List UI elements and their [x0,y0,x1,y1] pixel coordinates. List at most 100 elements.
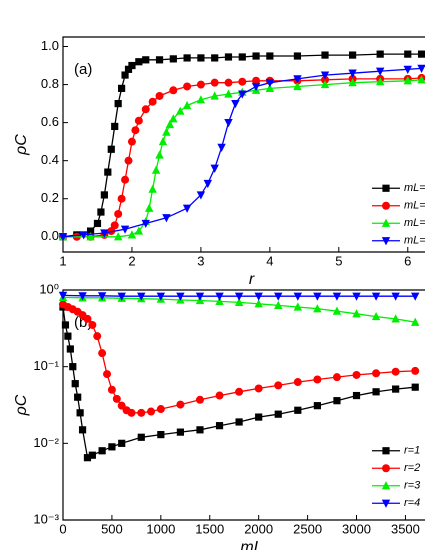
marker [176,400,185,409]
marker [107,145,115,153]
marker [98,447,106,455]
marker [274,300,283,309]
marker [128,61,136,70]
marker [411,292,420,301]
marker [349,51,357,59]
marker [66,345,74,353]
marker [127,230,137,239]
marker [313,402,321,410]
marker [142,56,150,64]
marker [224,53,233,61]
marker [155,91,164,100]
marker [254,384,263,393]
marker [274,381,283,390]
marker [100,191,108,199]
marker [183,54,191,62]
marker [417,75,425,84]
marker [234,297,244,306]
marker [352,391,361,400]
marker [195,292,205,301]
marker [411,366,420,375]
y-tick-label: 10⁻² [33,435,59,450]
marker [148,184,157,193]
marker [215,296,224,306]
marker [165,119,175,129]
marker [254,292,263,301]
x-tick-label: 3000 [342,521,371,536]
legend-label: r=3 [404,480,421,492]
y-axis-label: ρC [13,394,30,416]
marker [252,52,260,60]
marker [121,175,130,184]
marker [162,127,171,136]
marker [83,454,92,462]
marker [224,119,233,128]
marker [381,218,391,227]
marker [127,408,136,417]
marker [348,69,357,78]
marker [134,226,144,235]
marker [137,292,146,301]
marker [135,58,143,66]
marker [117,194,126,203]
marker [321,51,329,59]
marker [224,89,233,98]
marker [382,201,390,210]
y-axis-label: ρC [13,134,30,156]
marker [121,71,129,79]
marker [274,292,283,301]
marker [332,292,342,301]
series-line [63,79,422,238]
marker [141,105,150,114]
marker [224,78,233,87]
plot-frame [62,36,425,253]
x-tick-label: 1 [59,253,66,268]
marker [372,369,381,378]
marker [74,393,82,401]
marker [352,309,361,318]
marker [100,229,109,238]
series-line [63,306,416,459]
marker [76,409,84,417]
legend-label: mL= [404,235,425,247]
x-tick-label: 6 [404,253,411,268]
marker [211,54,219,62]
marker [78,292,87,301]
marker [182,100,192,110]
marker [61,321,70,329]
marker [114,209,123,218]
marker [294,406,302,414]
y-tick-label: 10⁰ [39,281,59,296]
marker [234,292,244,301]
marker [107,385,116,394]
y-tick-label: 1.0 [41,38,59,53]
marker [238,90,247,99]
marker [375,67,385,76]
marker [352,292,361,301]
marker [203,179,212,189]
marker [391,292,400,301]
marker [104,168,112,176]
marker [293,292,303,301]
marker [293,302,303,311]
marker [157,430,165,439]
marker [333,397,341,405]
y-tick-label: 10⁻³ [33,511,59,526]
marker [255,413,263,421]
marker [293,81,302,91]
marker [293,52,302,60]
marker [215,422,224,430]
marker [381,237,391,246]
marker [197,54,205,62]
marker [58,233,68,242]
legend-label: r=1 [404,445,420,457]
marker [137,408,146,417]
marker [348,78,357,87]
marker [265,83,275,92]
marker [235,387,244,396]
marker [210,91,219,100]
marker [381,481,391,490]
legend-label: r=2 [404,462,420,474]
legend-label: mL= [404,200,425,212]
marker [313,375,322,384]
